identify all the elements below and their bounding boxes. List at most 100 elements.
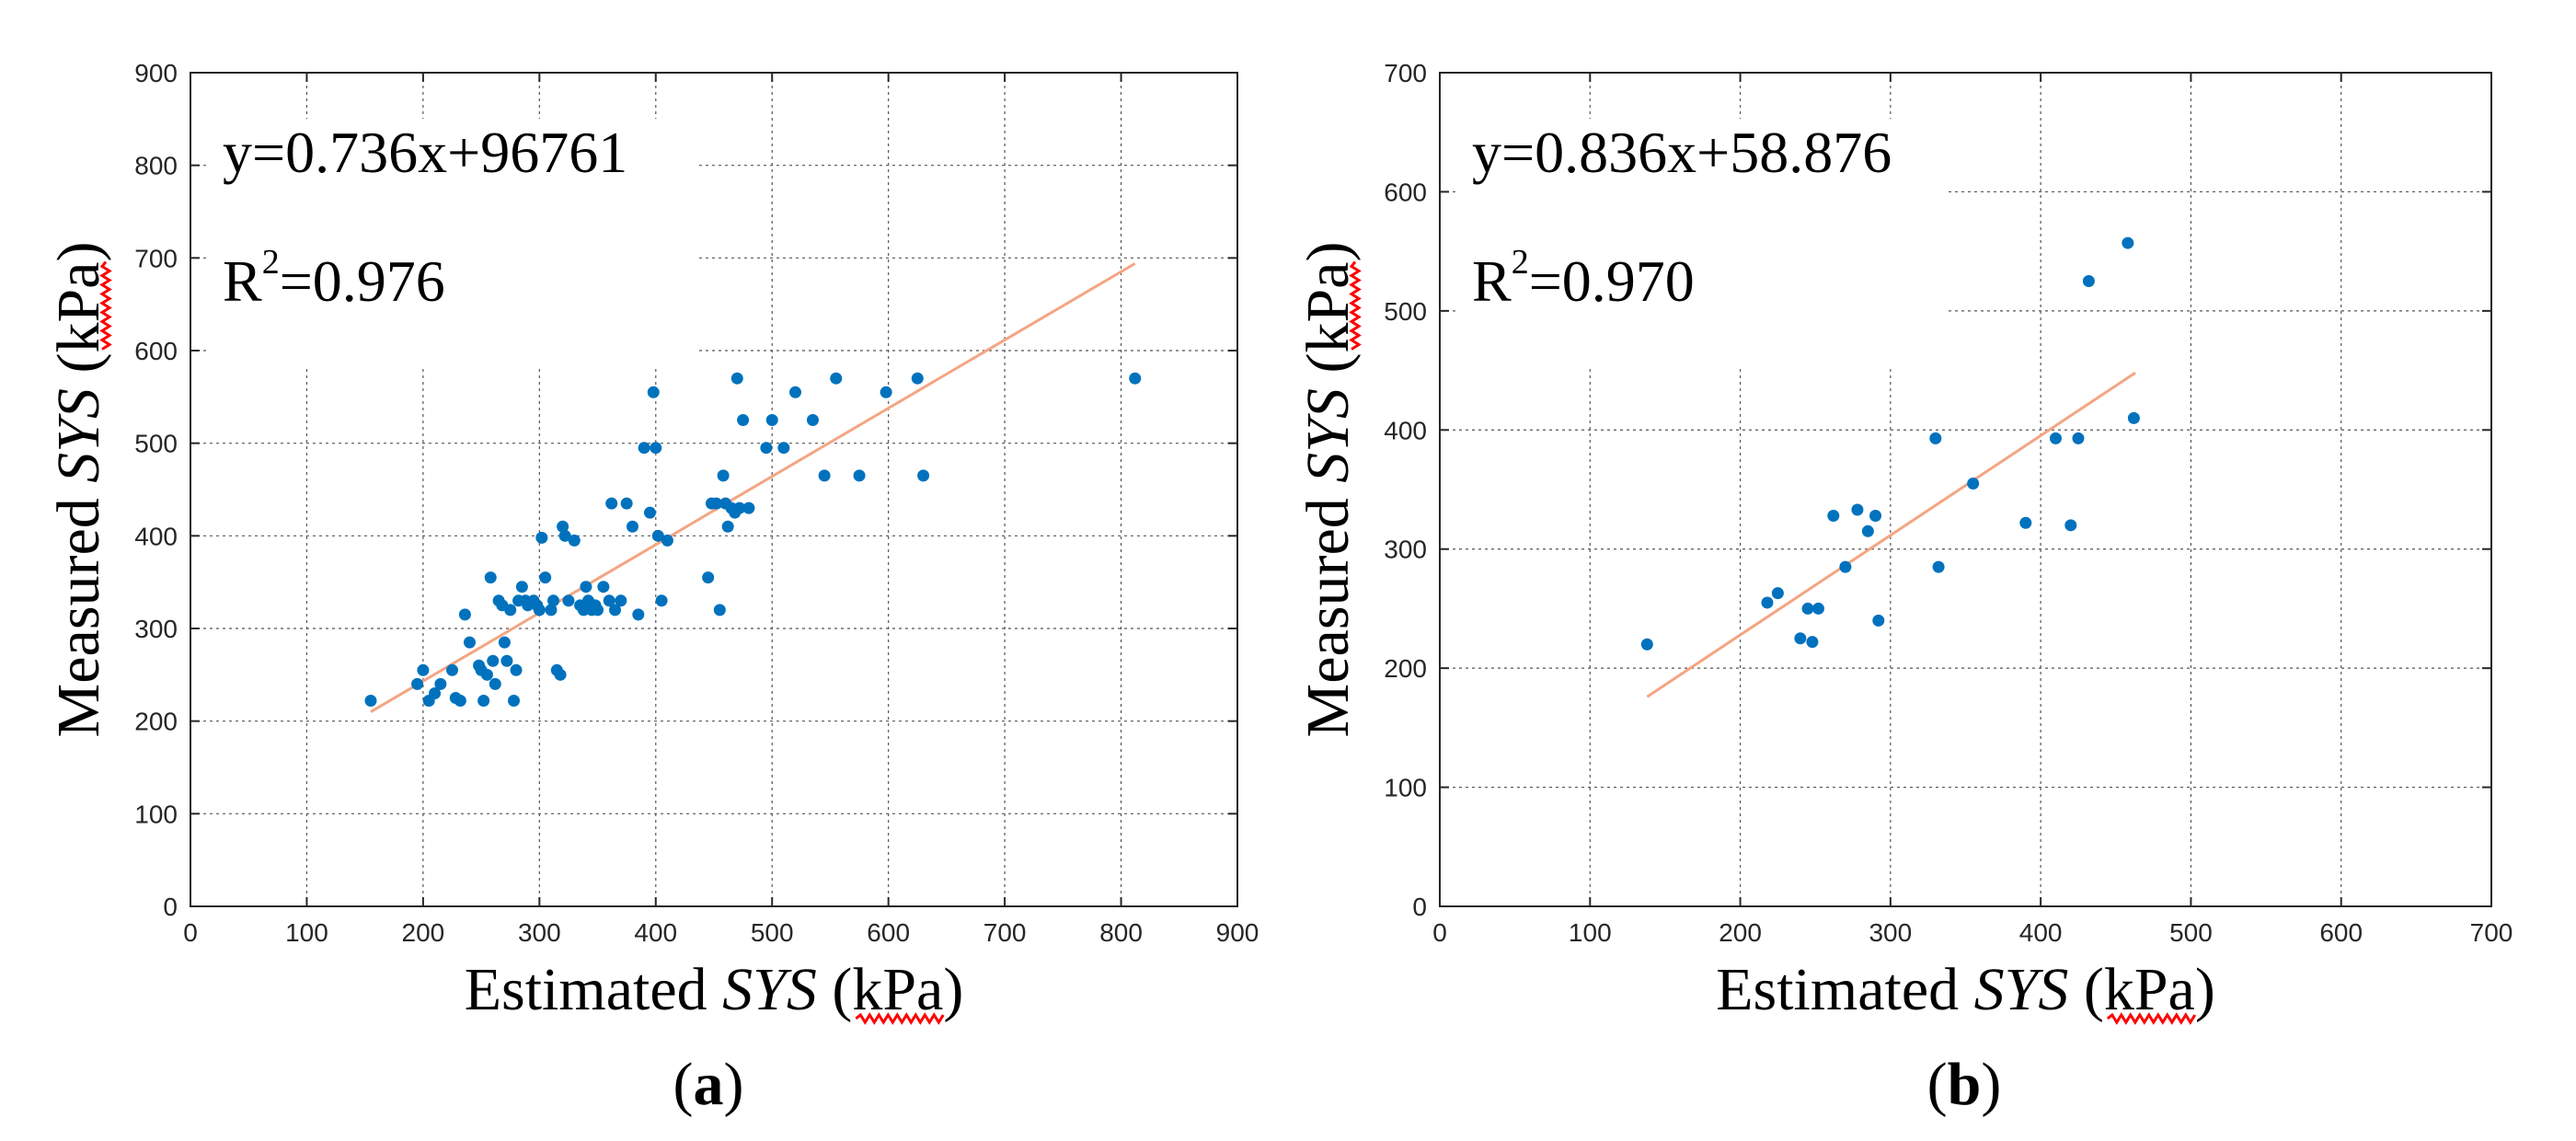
data-point xyxy=(650,442,662,455)
data-point xyxy=(1851,503,1864,516)
data-point xyxy=(717,469,730,482)
data-point xyxy=(2019,516,2032,529)
x-tick-label: 800 xyxy=(1099,918,1143,947)
y-tick-label: 300 xyxy=(134,615,178,643)
annotation-background xyxy=(1458,119,1946,367)
spellcheck-underline xyxy=(99,260,112,351)
chart-panel-a: 0 100 200 300 400 500 600 700 800 900 0 100 200 300 40… xyxy=(45,59,1259,1118)
y-tick-label: 500 xyxy=(1384,297,1427,326)
data-points xyxy=(364,372,1142,708)
data-points xyxy=(1640,236,2140,651)
fit-line xyxy=(1646,371,2136,698)
data-point xyxy=(806,414,819,426)
data-point xyxy=(484,571,497,584)
data-point xyxy=(632,608,645,621)
r-squared: R2=0.976 xyxy=(223,243,445,314)
data-point xyxy=(609,604,622,617)
data-point xyxy=(638,442,650,455)
data-point xyxy=(1801,602,1814,615)
spellcheck-underline xyxy=(855,1012,945,1025)
data-point xyxy=(1839,560,1852,573)
data-point xyxy=(498,636,511,649)
data-point xyxy=(1761,596,1774,609)
y-tick-label: 0 xyxy=(1412,893,1427,921)
data-point xyxy=(1967,478,1980,490)
x-tick-label: 400 xyxy=(2019,918,2063,947)
y-tick-label: 600 xyxy=(134,337,178,365)
data-point xyxy=(917,469,930,482)
data-point xyxy=(554,668,567,681)
data-point xyxy=(661,534,673,547)
data-point xyxy=(765,414,778,426)
x-tick-label: 400 xyxy=(634,918,677,947)
data-point xyxy=(730,372,743,385)
y-tick-label: 400 xyxy=(1384,416,1427,444)
data-point xyxy=(417,663,430,676)
data-point xyxy=(580,581,592,594)
y-tick-label: 900 xyxy=(134,59,178,87)
data-point xyxy=(818,469,831,482)
data-point xyxy=(1771,587,1784,600)
x-tick-label: 0 xyxy=(1432,918,1447,947)
data-point xyxy=(643,506,656,519)
data-point xyxy=(789,386,802,398)
data-point xyxy=(562,594,575,607)
data-point xyxy=(853,469,866,482)
data-point xyxy=(1129,372,1142,385)
fit-line xyxy=(370,262,1136,713)
chart-panel-b: 0 100 200 300 400 500 600 700 0 100 200 300 400 500 60… xyxy=(1294,59,2513,1118)
data-point xyxy=(1811,602,1824,615)
data-point xyxy=(592,604,604,617)
data-point xyxy=(760,442,773,455)
y-tick-label: 700 xyxy=(1384,59,1427,87)
data-point xyxy=(463,636,476,649)
data-point xyxy=(620,497,633,510)
annotation-background xyxy=(209,119,696,367)
data-point xyxy=(880,386,892,398)
x-tick-label: 600 xyxy=(867,918,910,947)
x-tick-label: 700 xyxy=(983,918,1027,947)
y-tick-label: 100 xyxy=(134,800,178,828)
x-tick-label: 200 xyxy=(402,918,445,947)
data-point xyxy=(489,677,501,690)
data-point xyxy=(647,386,660,398)
y-tick-label: 100 xyxy=(1384,774,1427,802)
data-point xyxy=(603,594,615,607)
x-tick-label: 0 xyxy=(183,918,198,947)
y-tick-label: 800 xyxy=(134,152,178,180)
data-point xyxy=(733,501,746,514)
panel-label: (a) xyxy=(673,1051,744,1118)
data-point xyxy=(1827,509,1840,522)
data-point xyxy=(702,571,715,584)
data-point xyxy=(547,594,560,607)
y-axis-label: Measured SYS (kPa) xyxy=(1294,242,1362,738)
data-point xyxy=(2122,236,2134,249)
x-tick-label: 900 xyxy=(1216,918,1259,947)
data-point xyxy=(655,594,668,607)
data-point xyxy=(911,372,924,385)
y-tick-label: 700 xyxy=(134,244,178,272)
data-point xyxy=(615,594,627,607)
data-point xyxy=(777,442,790,455)
data-point xyxy=(539,571,552,584)
y-tick-label: 200 xyxy=(134,708,178,736)
data-point xyxy=(1869,509,1882,522)
data-point xyxy=(710,497,723,510)
data-point xyxy=(411,677,424,690)
y-tick-label: 300 xyxy=(1384,536,1427,564)
x-tick-label: 500 xyxy=(2169,918,2213,947)
data-point xyxy=(1861,524,1874,537)
data-point xyxy=(830,372,843,385)
data-point xyxy=(434,677,447,690)
x-tick-label: 100 xyxy=(285,918,328,947)
spellcheck-underline xyxy=(1349,260,1362,351)
data-point xyxy=(1640,638,1653,651)
data-point xyxy=(737,414,750,426)
data-point xyxy=(558,529,571,542)
data-point xyxy=(2072,432,2085,444)
y-axis-label: Measured SYS (kPa) xyxy=(45,242,112,738)
data-point xyxy=(429,686,442,699)
r-squared: R2=0.970 xyxy=(1472,243,1695,314)
data-point xyxy=(508,695,521,708)
y-tick-label: 500 xyxy=(134,430,178,458)
